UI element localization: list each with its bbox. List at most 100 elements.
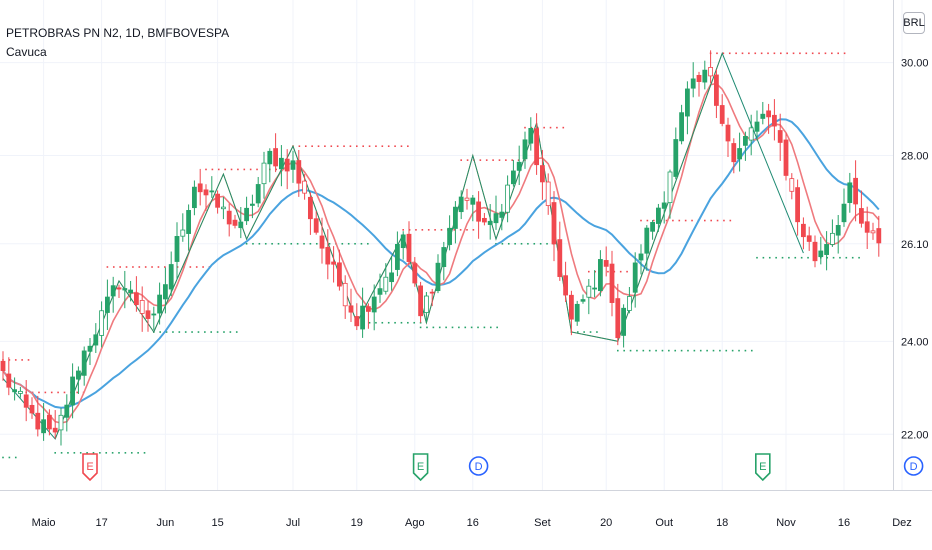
support-dot xyxy=(277,242,280,245)
candle xyxy=(772,99,777,141)
support-dot xyxy=(858,256,860,259)
event-marker[interactable]: E xyxy=(82,453,98,482)
candle xyxy=(151,306,157,330)
support-dot xyxy=(800,256,803,259)
resistance-dot xyxy=(735,52,737,55)
event-marker[interactable]: D xyxy=(903,456,924,476)
support-dot xyxy=(693,349,696,352)
resistance-dot xyxy=(421,229,424,231)
candle-body xyxy=(580,299,586,302)
axes xyxy=(0,0,932,491)
candle xyxy=(383,263,389,295)
candle-body xyxy=(278,157,284,170)
candle xyxy=(690,62,696,98)
candle xyxy=(0,351,6,381)
candle-body xyxy=(656,207,661,224)
candle xyxy=(743,131,748,161)
resistance-dot xyxy=(317,145,320,148)
candle-body xyxy=(464,197,470,201)
candle xyxy=(168,251,174,297)
candle xyxy=(307,192,313,235)
support-dot xyxy=(596,331,598,333)
resistance-dot xyxy=(38,391,40,394)
support-dot xyxy=(699,349,702,352)
support-dot xyxy=(546,242,548,245)
candle xyxy=(313,211,319,235)
candle-body xyxy=(122,288,128,291)
resistance-dot xyxy=(511,159,514,161)
candle xyxy=(830,219,835,247)
candle xyxy=(290,150,296,183)
candle-body xyxy=(830,232,835,245)
candle xyxy=(162,267,168,314)
resistance-dot xyxy=(415,229,417,231)
resistance-dot xyxy=(57,391,59,394)
support-dot xyxy=(623,349,625,352)
candle-body xyxy=(133,292,139,306)
candle-body xyxy=(824,244,829,255)
support-dot xyxy=(617,349,619,352)
support-dot xyxy=(826,256,828,259)
event-marker[interactable]: E xyxy=(412,453,429,482)
resistance-dot xyxy=(27,359,30,361)
support-dot xyxy=(432,326,435,329)
candle xyxy=(35,395,41,437)
candle-body xyxy=(76,370,81,380)
support-dot xyxy=(172,331,174,333)
candle-body xyxy=(534,128,539,166)
candle-body xyxy=(870,230,876,234)
candle xyxy=(336,249,342,291)
candle-body xyxy=(609,263,615,303)
x-tick-label: Maio xyxy=(32,517,56,529)
candle-body xyxy=(232,219,238,226)
support-dot xyxy=(501,242,504,245)
candle-body xyxy=(650,222,655,232)
candle-body xyxy=(638,253,644,261)
candle xyxy=(215,190,221,214)
candle xyxy=(278,145,284,187)
resistance-dot xyxy=(665,219,668,222)
support-dot xyxy=(832,256,835,259)
resistance-dot xyxy=(343,145,345,148)
candle xyxy=(876,215,882,257)
resistance-dot xyxy=(202,266,204,268)
x-tick-label: 17 xyxy=(95,517,107,529)
candle-body xyxy=(673,139,679,177)
candle xyxy=(238,207,244,239)
indicator-label: Cavuca xyxy=(6,45,47,59)
resistance-dot xyxy=(811,52,814,55)
candle xyxy=(841,188,847,227)
support-dot xyxy=(73,452,76,454)
support-dot xyxy=(426,326,428,329)
currency-button[interactable]: BRL xyxy=(903,12,925,34)
candle xyxy=(528,117,534,151)
support-dot xyxy=(184,331,187,333)
support-dot xyxy=(839,256,841,259)
candle-body xyxy=(632,262,638,293)
resistance-dot xyxy=(505,159,507,161)
resistance-dot xyxy=(211,168,214,171)
support-lines xyxy=(2,242,860,459)
candle-body xyxy=(690,78,696,89)
candle-body xyxy=(557,239,563,277)
resistance-dot xyxy=(722,52,725,55)
candle-body xyxy=(238,221,244,229)
support-dot xyxy=(92,452,95,454)
support-dot xyxy=(60,452,63,454)
event-marker[interactable]: E xyxy=(755,453,771,482)
candle-body xyxy=(447,227,453,245)
candle-body xyxy=(168,264,174,290)
x-tick-label: 18 xyxy=(716,517,728,529)
candle-body xyxy=(835,225,841,236)
resistance-dot xyxy=(195,266,198,268)
candle xyxy=(423,291,429,323)
support-dot xyxy=(258,242,261,245)
event-marker[interactable]: D xyxy=(468,456,489,476)
support-dot xyxy=(165,331,168,333)
candle xyxy=(342,275,348,319)
resistance-dot xyxy=(362,145,364,148)
support-dot xyxy=(54,452,56,454)
support-dot xyxy=(744,349,747,352)
